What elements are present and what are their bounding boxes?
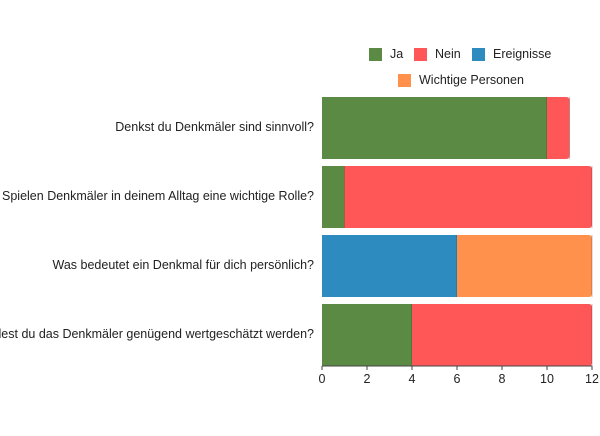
bar-segment — [322, 166, 345, 228]
legend-label: Ereignisse — [493, 47, 552, 61]
bar-segment — [322, 97, 548, 159]
legend-item: Ja — [369, 47, 403, 61]
x-tick-label: 6 — [454, 372, 461, 386]
bar-segment — [322, 304, 413, 366]
x-tick-label: 0 — [319, 372, 326, 386]
legend-item: Ereignisse — [472, 47, 551, 61]
category-label: Denkst du Denkmäler sind sinnvoll? — [115, 120, 314, 134]
legend-item: Wichtige Personen — [398, 73, 524, 87]
legend-label: Nein — [435, 47, 461, 61]
legend-swatch — [398, 73, 411, 87]
x-tick-label: 10 — [540, 372, 554, 386]
bar-segment — [457, 235, 593, 297]
x-tick-label: 12 — [585, 372, 599, 386]
category-label: Spielen Denkmäler in deinem Alltag eine … — [2, 189, 314, 203]
bar-segment — [322, 235, 458, 297]
category-label: Was bedeutet ein Denkmal für dich persön… — [52, 258, 314, 272]
x-tick-label: 2 — [364, 372, 371, 386]
bar-segment — [344, 166, 593, 228]
legend-item: Nein — [414, 47, 461, 61]
legend-label: Ja — [390, 47, 404, 61]
bar-segment — [412, 304, 593, 366]
legend-label: Wichtige Personen — [419, 73, 524, 87]
legend-swatch — [472, 47, 485, 61]
x-tick-label: 8 — [499, 372, 506, 386]
legend-swatch — [414, 47, 427, 61]
legend-swatch — [369, 47, 382, 61]
category-label: Findest du das Denkmäler genügend wertge… — [0, 327, 314, 341]
bar-segment — [547, 97, 570, 159]
x-tick-label: 4 — [409, 372, 416, 386]
